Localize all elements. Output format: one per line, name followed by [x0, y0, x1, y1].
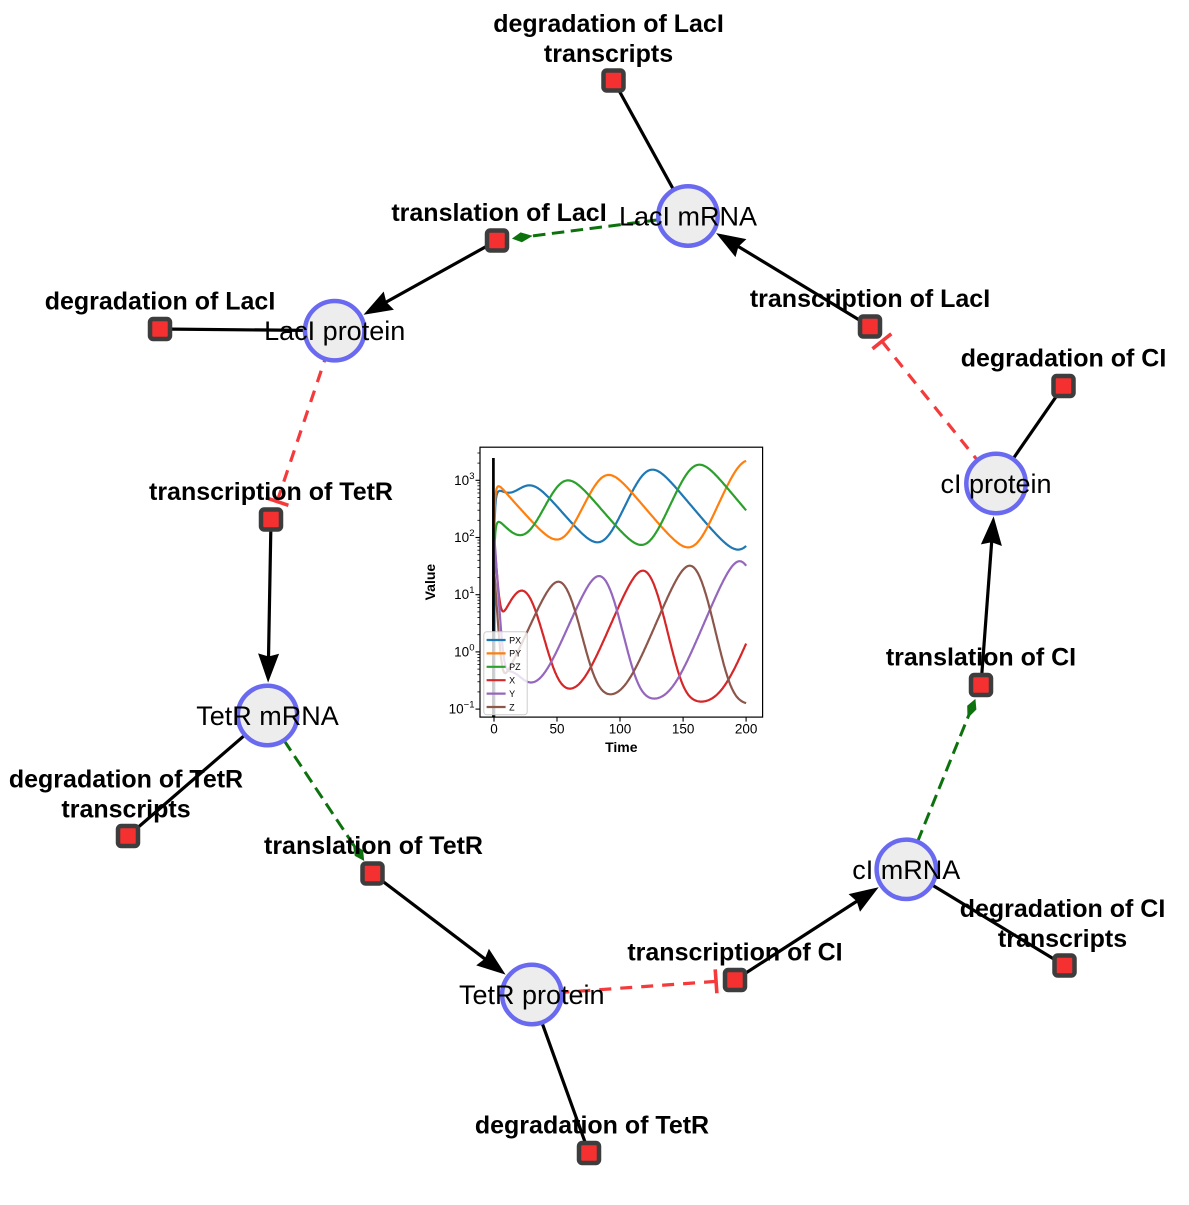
svg-text:200: 200	[735, 722, 758, 737]
svg-text:TetR mRNA: TetR mRNA	[196, 701, 339, 731]
svg-text:PX: PX	[509, 635, 521, 645]
svg-text:degradation of TetR: degradation of TetR	[475, 1112, 709, 1140]
svg-text:degradation of TetR: degradation of TetR	[9, 766, 243, 794]
svg-text:transcription of TetR: transcription of TetR	[149, 478, 393, 506]
svg-text:Value: Value	[422, 564, 438, 601]
svg-text:150: 150	[672, 722, 695, 737]
svg-text:transcripts: transcripts	[544, 40, 673, 68]
svg-text:TetR protein: TetR protein	[459, 980, 605, 1010]
svg-text:transcription of LacI: transcription of LacI	[750, 285, 990, 313]
svg-text:degradation of LacI: degradation of LacI	[493, 10, 724, 38]
svg-text:Z: Z	[509, 702, 515, 712]
svg-text:translation of CI: translation of CI	[886, 644, 1076, 672]
svg-text:Time: Time	[605, 739, 638, 755]
svg-text:LacI protein: LacI protein	[264, 316, 405, 346]
svg-text:cI protein: cI protein	[940, 469, 1051, 499]
svg-text:transcripts: transcripts	[61, 796, 190, 824]
svg-text:cI mRNA: cI mRNA	[852, 855, 960, 885]
svg-text:100: 100	[609, 722, 632, 737]
svg-text:degradation of CI: degradation of CI	[960, 895, 1166, 923]
svg-text:PY: PY	[509, 649, 521, 659]
svg-text:degradation of LacI: degradation of LacI	[45, 288, 276, 316]
svg-text:50: 50	[549, 722, 564, 737]
svg-text:transcripts: transcripts	[998, 925, 1127, 953]
svg-text:X: X	[509, 676, 515, 686]
svg-text:transcription of CI: transcription of CI	[627, 939, 842, 967]
svg-text:translation of LacI: translation of LacI	[391, 199, 606, 227]
svg-text:0: 0	[490, 722, 498, 737]
svg-text:LacI mRNA: LacI mRNA	[619, 202, 757, 232]
svg-text:degradation of CI: degradation of CI	[961, 345, 1167, 373]
svg-text:Y: Y	[509, 689, 515, 699]
svg-text:PZ: PZ	[509, 662, 521, 672]
svg-text:translation of TetR: translation of TetR	[264, 832, 483, 860]
